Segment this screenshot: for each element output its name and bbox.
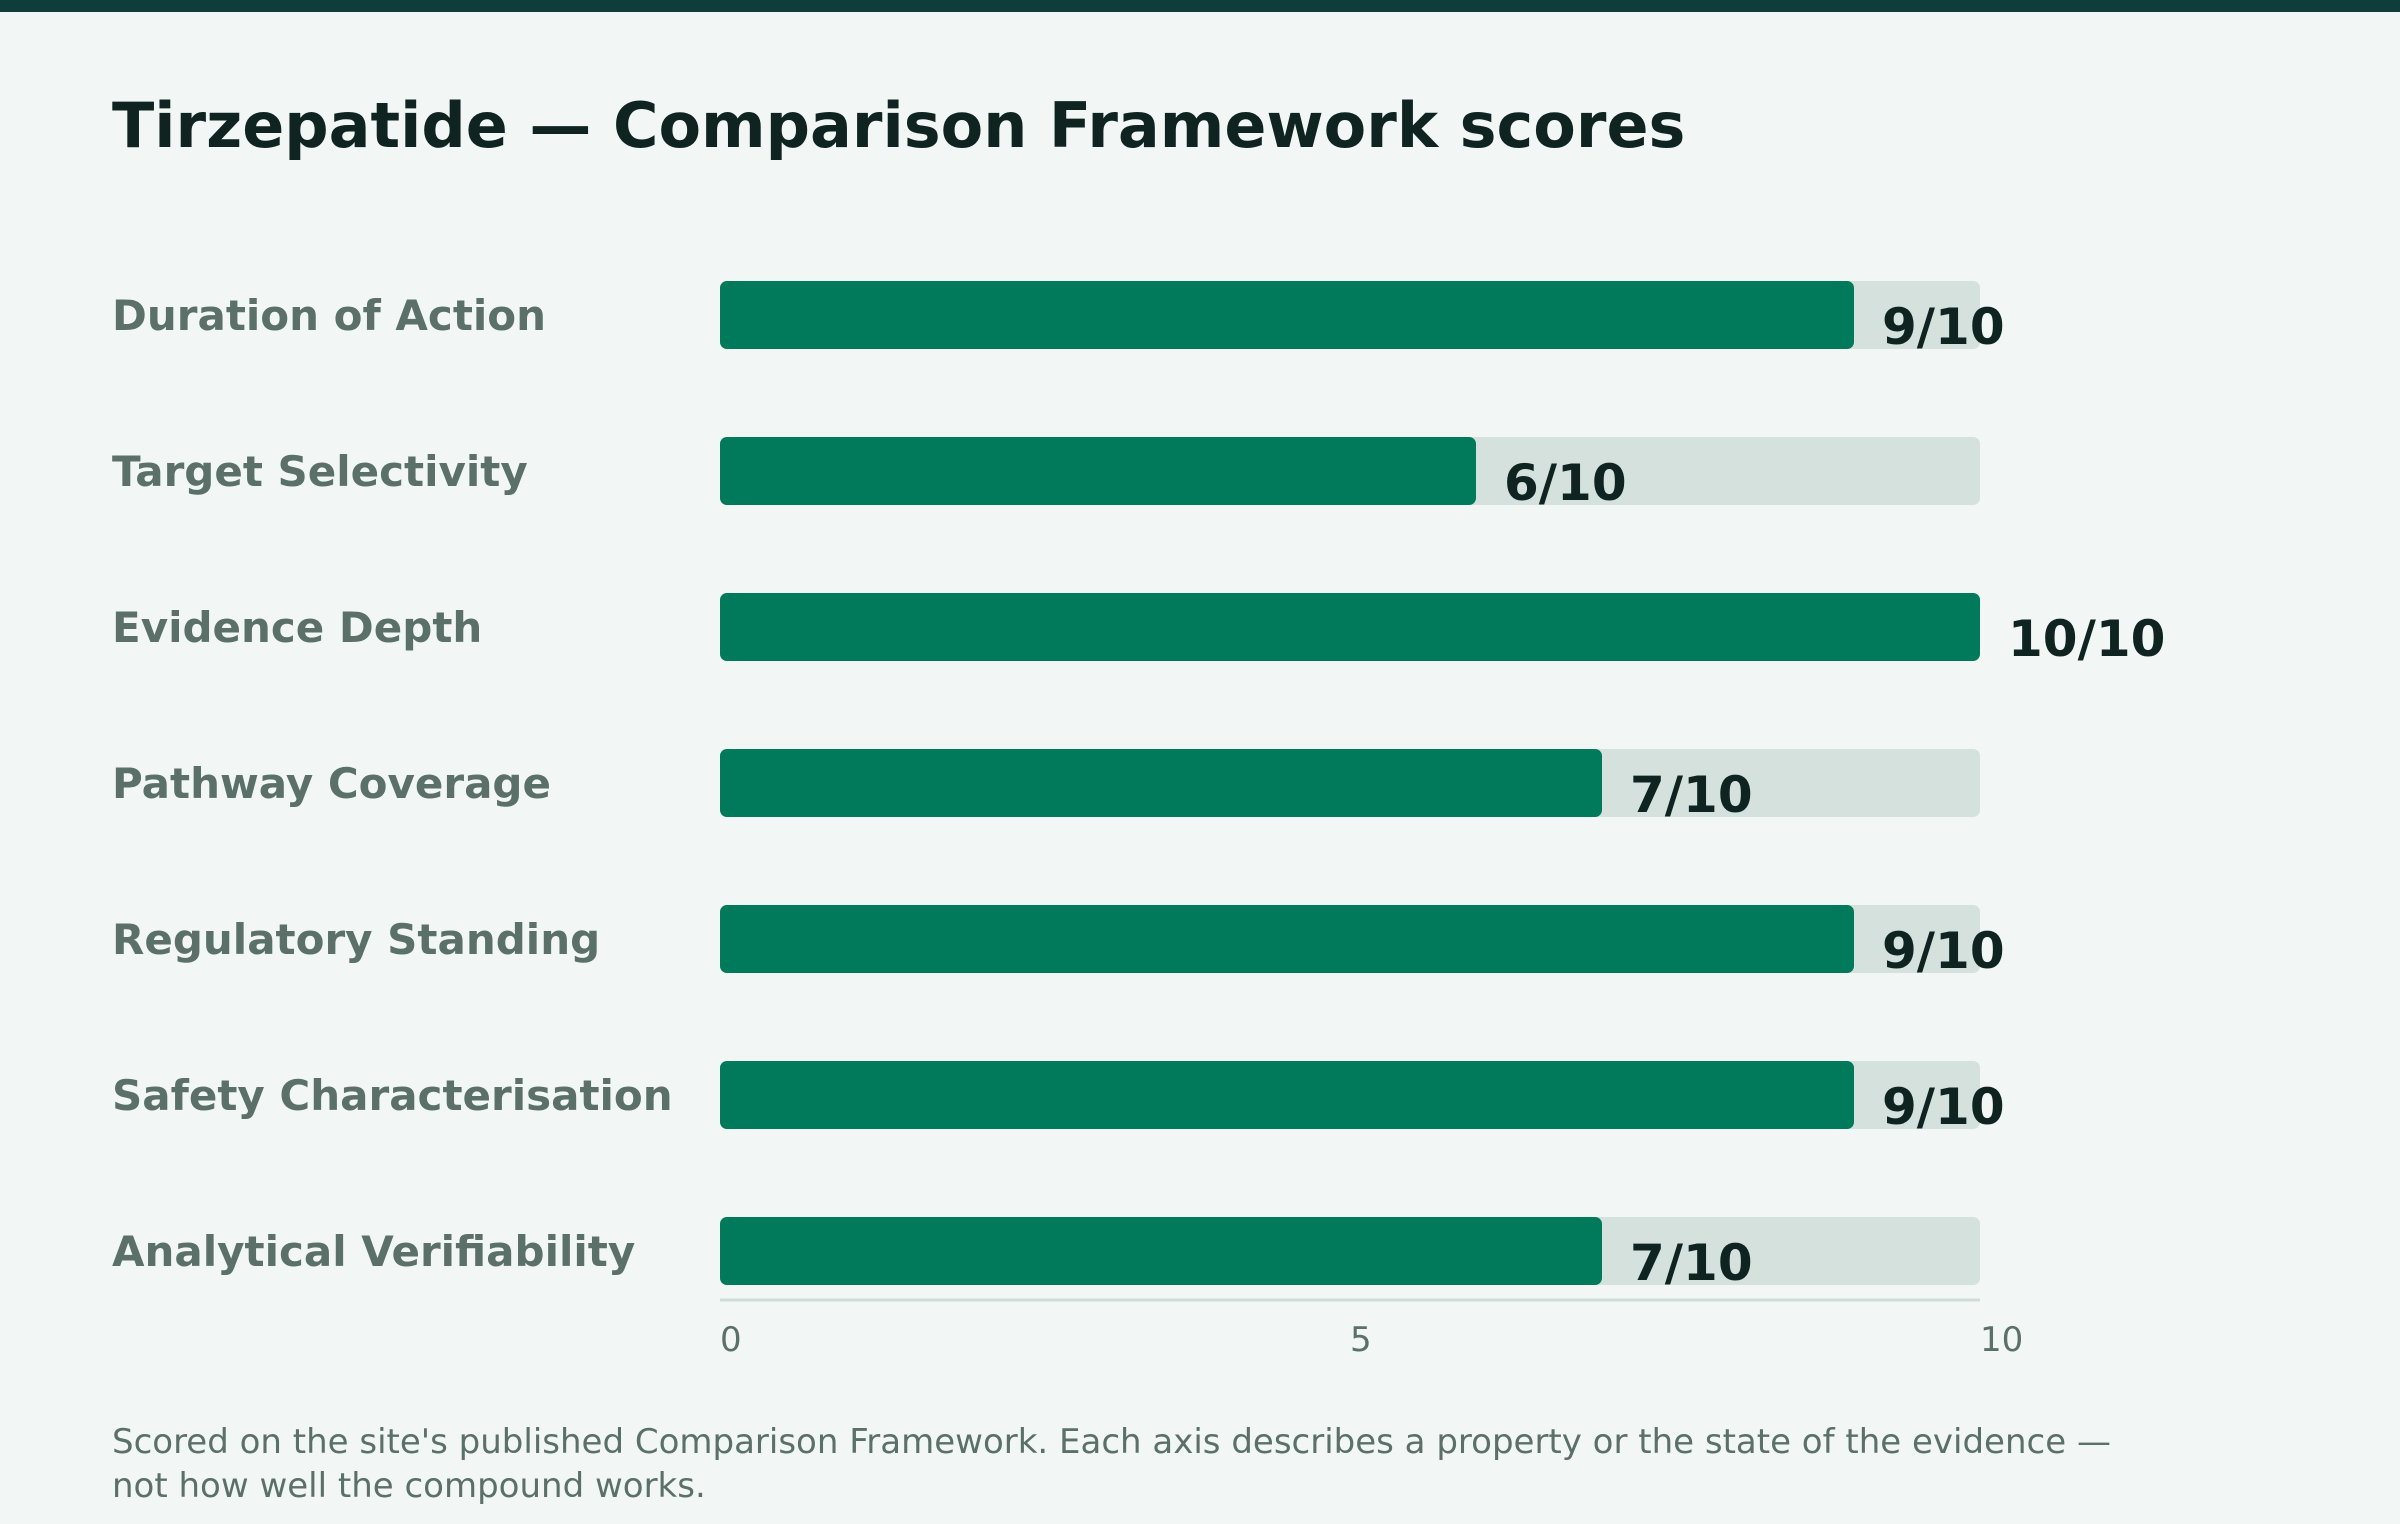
category-label: Regulatory Standing (112, 915, 600, 964)
value-label: 9/10 (1882, 1078, 2005, 1136)
category-label: Pathway Coverage (112, 759, 551, 808)
bar (720, 1217, 1602, 1285)
category-label: Target Selectivity (112, 447, 528, 496)
value-label: 9/10 (1882, 922, 2005, 980)
score-bar-chart: Duration of Action 9/10 Target Selectivity… (0, 0, 2400, 1400)
bar (720, 437, 1476, 505)
bar (720, 749, 1602, 817)
x-tick-label: 5 (1350, 1320, 1372, 1360)
value-label: 7/10 (1630, 1234, 1753, 1292)
value-label: 9/10 (1882, 298, 2005, 356)
category-label: Safety Characterisation (112, 1071, 673, 1120)
bar (720, 281, 1854, 349)
value-label: 6/10 (1504, 454, 1627, 512)
bar (720, 905, 1854, 973)
value-label: 7/10 (1630, 766, 1753, 824)
bar (720, 1061, 1854, 1129)
category-label: Duration of Action (112, 291, 546, 340)
bar (720, 593, 1980, 661)
category-label: Analytical Verifiability (112, 1227, 635, 1276)
value-label: 10/10 (2008, 610, 2165, 668)
x-tick-label: 10 (1980, 1320, 2023, 1360)
chart-footnote: Scored on the site's published Compariso… (112, 1420, 2112, 1508)
x-tick-label: 0 (720, 1320, 742, 1360)
category-label: Evidence Depth (112, 603, 482, 652)
